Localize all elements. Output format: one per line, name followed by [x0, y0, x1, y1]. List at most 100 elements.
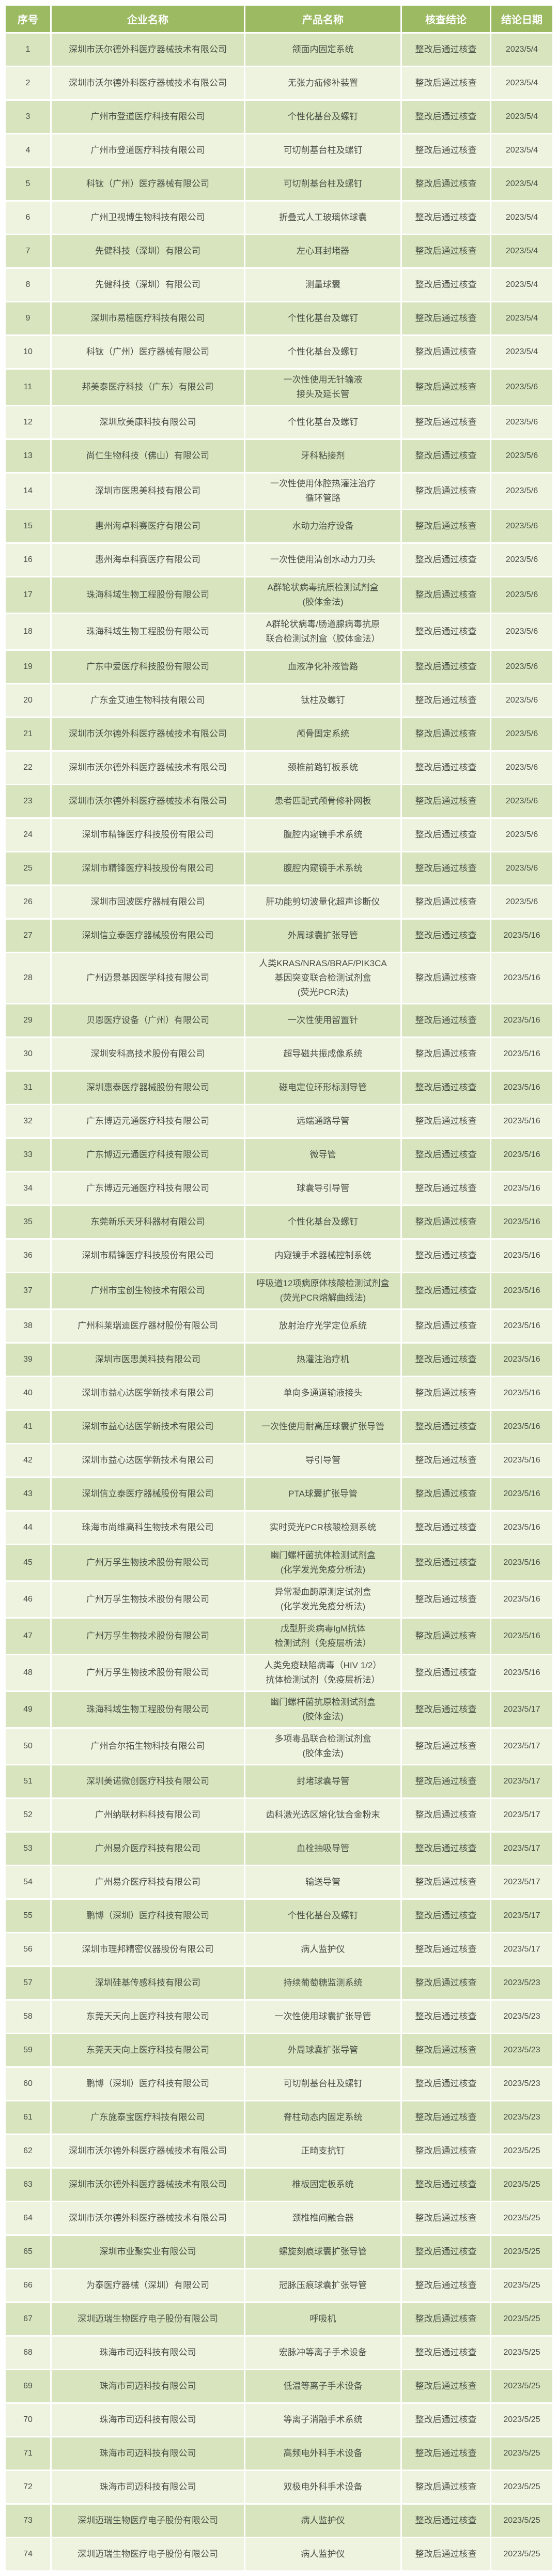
cell-conclusion: 整改后通过核查 — [402, 1344, 490, 1376]
cell-conclusion: 整改后通过核查 — [402, 1833, 490, 1865]
cell-date: 2023/5/16 — [491, 1172, 552, 1205]
cell-date: 2023/5/6 — [491, 651, 552, 683]
cell-conclusion: 整改后通过核查 — [402, 752, 490, 784]
cell-conclusion: 整改后通过核查 — [402, 1377, 490, 1409]
cell-index: 33 — [6, 1139, 50, 1171]
cell-product: 宏脉冲等离子手术设备 — [245, 2337, 400, 2369]
cell-conclusion: 整改后通过核查 — [402, 614, 490, 649]
cell-conclusion: 整改后通过核查 — [402, 2202, 490, 2234]
cell-company: 广东施泰宝医疗科技有限公司 — [52, 2101, 244, 2133]
cell-index: 18 — [6, 614, 50, 649]
cell-company: 深圳市理邦精密仪器股份有限公司 — [52, 1933, 244, 1965]
cell-index: 68 — [6, 2337, 50, 2369]
cell-date: 2023/5/16 — [491, 1273, 552, 1308]
cell-date: 2023/5/6 — [491, 684, 552, 717]
cell-company: 广州合尔拓生物科技有限公司 — [52, 1729, 244, 1764]
cell-company: 深圳市沃尔德外科医疗器械技术有限公司 — [52, 34, 244, 66]
table-row: 58 东莞天天向上医疗科技有限公司 一次性使用球囊扩张导管 整改后通过核查 2023/5… — [6, 2001, 552, 2033]
cell-date: 2023/5/16 — [491, 1310, 552, 1342]
cell-date: 2023/5/16 — [491, 1105, 552, 1137]
cell-date: 2023/5/16 — [491, 1344, 552, 1376]
cell-company: 珠海市司迈科技有限公司 — [52, 2437, 244, 2470]
cell-index: 50 — [6, 1729, 50, 1764]
cell-index: 4 — [6, 134, 50, 166]
table-row: 62 深圳市沃尔德外科医疗器械技术有限公司 正畸支抗钉 整改后通过核查 2023/5/2… — [6, 2135, 552, 2167]
cell-conclusion: 整改后通过核查 — [402, 1411, 490, 1443]
cell-company: 深圳市沃尔德外科医疗器械技术有限公司 — [52, 718, 244, 750]
cell-index: 6 — [6, 202, 50, 234]
cell-date: 2023/5/16 — [491, 1206, 552, 1238]
cell-company: 深圳市益心达医学新技术有限公司 — [52, 1411, 244, 1443]
cell-conclusion: 整改后通过核查 — [402, 953, 490, 1003]
cell-date: 2023/5/4 — [491, 336, 552, 368]
cell-conclusion: 整改后通过核查 — [402, 2505, 490, 2537]
cell-company: 广州万孚生物技术股份有限公司 — [52, 1655, 244, 1690]
cell-product: 导引导管 — [245, 1444, 400, 1476]
cell-date: 2023/5/23 — [491, 1967, 552, 1999]
table-row: 24 深圳市精锋医疗科技股份有限公司 腹腔内窥镜手术系统 整改后通过核查 2023/5/… — [6, 819, 552, 851]
table-row: 39 深圳市医思美科技有限公司 热灌注治疗机 整改后通过核查 2023/5/16 — [6, 1344, 552, 1376]
table-row: 13 尚仁生物科技（佛山）有限公司 牙科粘接剂 整改后通过核查 2023/5/6 — [6, 440, 552, 472]
col-header-date: 结论日期 — [491, 6, 552, 32]
cell-conclusion: 整改后通过核查 — [402, 1619, 490, 1654]
cell-product: 肝功能剪切波量化超声诊断仪 — [245, 886, 400, 918]
cell-index: 14 — [6, 474, 50, 509]
cell-date: 2023/5/16 — [491, 1240, 552, 1272]
cell-index: 27 — [6, 920, 50, 952]
table-row: 18 珠海科域生物工程股份有限公司 A群轮状病毒/肠道腺病毒抗原 联合检测试剂盒（胶… — [6, 614, 552, 649]
cell-company: 广东博迈元通医疗科技有限公司 — [52, 1139, 244, 1171]
cell-date: 2023/5/16 — [491, 1139, 552, 1171]
cell-date: 2023/5/6 — [491, 406, 552, 438]
cell-index: 26 — [6, 886, 50, 918]
cell-conclusion: 整改后通过核查 — [402, 2101, 490, 2133]
cell-date: 2023/5/16 — [491, 1655, 552, 1690]
cell-index: 16 — [6, 544, 50, 576]
table-row: 3 广州市登道医疗科技有限公司 个性化基台及螺钉 整改后通过核查 2023/5/4 — [6, 101, 552, 133]
cell-date: 2023/5/6 — [491, 510, 552, 542]
cell-index: 57 — [6, 1967, 50, 1999]
table-row: 38 广州科莱瑞迪医疗器材股份有限公司 放射治疗光学定位系统 整改后通过核查 2023/… — [6, 1310, 552, 1342]
cell-product: 牙科粘接剂 — [245, 440, 400, 472]
cell-date: 2023/5/25 — [491, 2337, 552, 2369]
cell-conclusion: 整改后通过核查 — [402, 577, 490, 613]
cell-company: 广州万孚生物技术股份有限公司 — [52, 1619, 244, 1654]
table-row: 73 深圳迈瑞生物医疗电子股份有限公司 病人监护仪 整改后通过核查 2023/5/25 — [6, 2505, 552, 2537]
table-row: 14 深圳市医思美科技有限公司 一次性使用体腔热灌注治疗 循环管路 整改后通过核查 20… — [6, 474, 552, 509]
cell-company: 深圳市沃尔德外科医疗器械技术有限公司 — [52, 67, 244, 99]
cell-conclusion: 整改后通过核查 — [402, 1273, 490, 1308]
cell-date: 2023/5/25 — [491, 2505, 552, 2537]
cell-product: 高频电外科手术设备 — [245, 2437, 400, 2470]
table-row: 71 珠海市司迈科技有限公司 高频电外科手术设备 整改后通过核查 2023/5/25 — [6, 2437, 552, 2470]
cell-product: 腹腔内窥镜手术系统 — [245, 819, 400, 851]
inspection-result-table: 序号 企业名称 产品名称 核查结论 结论日期 1 深圳市沃尔德外科医疗器械技术有限… — [4, 4, 554, 2572]
cell-date: 2023/5/16 — [491, 1038, 552, 1070]
table-row: 45 广州万孚生物技术股份有限公司 幽门螺杆菌抗体检测试剂盒 (化学发光免疫分析法)… — [6, 1545, 552, 1580]
cell-company: 珠海科域生物工程股份有限公司 — [52, 577, 244, 613]
cell-index: 41 — [6, 1411, 50, 1443]
cell-company: 广东中爱医疗科技股份有限公司 — [52, 651, 244, 683]
cell-company: 广州易介医疗科技有限公司 — [52, 1833, 244, 1865]
cell-company: 深圳市易植医疗科技有限公司 — [52, 302, 244, 334]
cell-product: 个性化基台及螺钉 — [245, 406, 400, 438]
table-row: 7 先健科技（深圳）有限公司 左心耳封堵器 整改后通过核查 2023/5/4 — [6, 235, 552, 267]
cell-product: 磁电定位环形标测导管 — [245, 1072, 400, 1104]
cell-index: 28 — [6, 953, 50, 1003]
cell-date: 2023/5/23 — [491, 2034, 552, 2066]
cell-index: 25 — [6, 852, 50, 885]
cell-conclusion: 整改后通过核查 — [402, 2471, 490, 2503]
cell-date: 2023/5/25 — [491, 2303, 552, 2335]
table-row: 30 深圳安科高技术股份有限公司 超导磁共振成像系统 整改后通过核查 2023/5/16 — [6, 1038, 552, 1070]
cell-company: 深圳市沃尔德外科医疗器械技术有限公司 — [52, 785, 244, 817]
cell-conclusion: 整改后通过核查 — [402, 2370, 490, 2402]
table-row: 4 广州市登道医疗科技有限公司 可切削基台柱及螺钉 整改后通过核查 2023/5/4 — [6, 134, 552, 166]
cell-company: 东莞新乐天牙科器材有限公司 — [52, 1206, 244, 1238]
cell-conclusion: 整改后通过核查 — [402, 1765, 490, 1797]
cell-product: 等离子消融手术系统 — [245, 2404, 400, 2436]
cell-company: 广东博迈元通医疗科技有限公司 — [52, 1172, 244, 1205]
cell-index: 73 — [6, 2505, 50, 2537]
cell-date: 2023/5/4 — [491, 302, 552, 334]
cell-product: 腹腔内窥镜手术系统 — [245, 852, 400, 885]
cell-date: 2023/5/25 — [491, 2404, 552, 2436]
cell-date: 2023/5/25 — [491, 2236, 552, 2268]
cell-product: 血液净化补液管路 — [245, 651, 400, 683]
